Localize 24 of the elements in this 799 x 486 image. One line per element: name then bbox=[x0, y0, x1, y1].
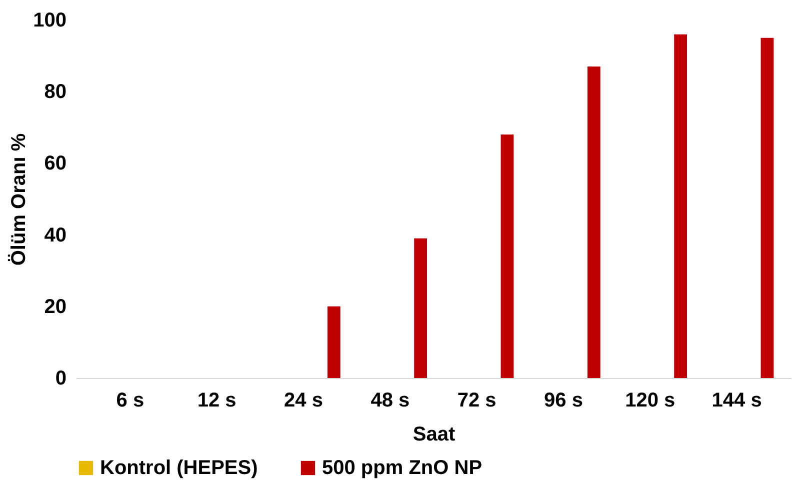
x-tick-label: 72 s bbox=[457, 390, 496, 412]
x-tick-label: 12 s bbox=[197, 390, 236, 412]
x-tick-label: 6 s bbox=[116, 390, 144, 412]
x-tick-label: 24 s bbox=[284, 390, 323, 412]
x-tick-label: 96 s bbox=[544, 390, 583, 412]
y-tick-label: 80 bbox=[44, 81, 66, 104]
bar bbox=[327, 306, 340, 378]
bar bbox=[587, 66, 600, 378]
y-tick-label: 100 bbox=[33, 10, 66, 32]
x-tick-label: 48 s bbox=[370, 390, 410, 412]
bar bbox=[674, 34, 687, 378]
x-tick-label: 120 s bbox=[625, 390, 676, 412]
x-tick-label: 144 s bbox=[712, 390, 762, 412]
y-tick-label: 20 bbox=[44, 296, 66, 318]
y-tick-label: 0 bbox=[55, 368, 66, 390]
bar bbox=[414, 238, 427, 378]
x-axis-title: Saat bbox=[412, 424, 456, 446]
legend-label: Kontrol (HEPES) bbox=[100, 457, 258, 479]
bar bbox=[760, 38, 774, 378]
bar bbox=[500, 134, 514, 378]
legend-label: 500 ppm ZnO NP bbox=[322, 457, 482, 479]
y-tick-label: 60 bbox=[44, 152, 66, 175]
y-tick-label: 40 bbox=[44, 224, 66, 246]
y-axis-title: Ölüm Oranı % bbox=[7, 133, 30, 266]
